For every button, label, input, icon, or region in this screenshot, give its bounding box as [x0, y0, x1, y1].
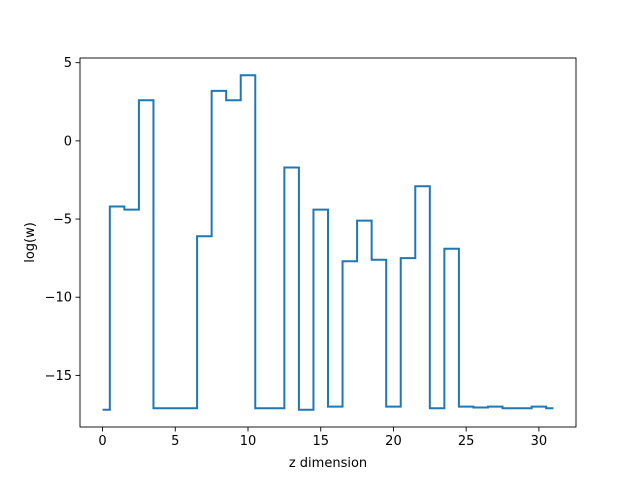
x-tick-label: 0 — [98, 434, 106, 449]
plot-area-frame — [79, 57, 577, 428]
y-tick-label: 5 — [64, 56, 72, 71]
plot-layer — [102, 74, 554, 411]
y-axis-label: log(w) — [23, 222, 38, 263]
x-tick-label: 30 — [531, 434, 548, 449]
y-tick-label: −10 — [45, 291, 72, 306]
x-axis-label: z dimension — [289, 456, 367, 471]
x-tick-label: 20 — [385, 434, 402, 449]
x-tick-label: 25 — [458, 434, 475, 449]
x-tick-label: 15 — [312, 434, 329, 449]
y-axis-ticks: 5 0 −5 −10 −15 — [45, 56, 80, 384]
y-tick-label: 0 — [64, 134, 72, 149]
series-line — [102, 74, 554, 411]
x-tick-label: 5 — [171, 434, 179, 449]
y-tick-label: −15 — [45, 369, 72, 384]
x-tick-label: 10 — [240, 434, 257, 449]
x-axis-ticks: 0 5 10 15 20 25 30 — [98, 427, 547, 449]
y-tick-label: −5 — [53, 213, 72, 228]
